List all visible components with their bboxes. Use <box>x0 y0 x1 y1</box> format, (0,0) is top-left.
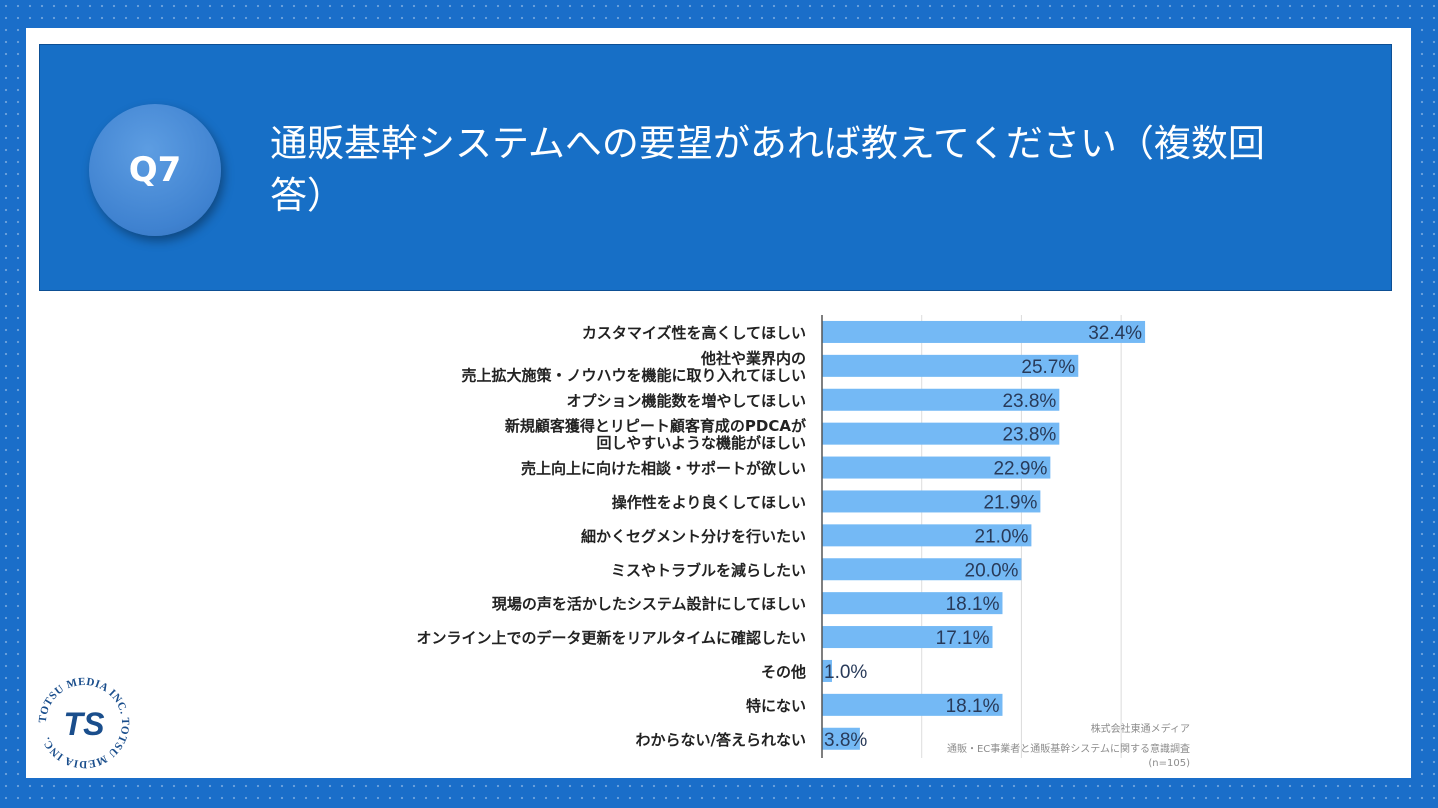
bar <box>822 320 1146 343</box>
bar <box>822 388 1060 411</box>
category-label: 現場の声を活かしたシステム設計にしてほしい <box>492 595 806 613</box>
bar <box>822 727 860 750</box>
bar <box>822 422 1060 445</box>
credit-company: 株式会社東通メディア <box>1090 724 1190 735</box>
value-label: 22.9% <box>993 459 1047 480</box>
credit-sample: (n=105) <box>1148 758 1190 769</box>
category-label: 他社や業界内の <box>700 349 806 367</box>
value-label: 21.0% <box>975 526 1029 547</box>
category-label: わからない/答えられない <box>636 731 806 749</box>
bar <box>822 490 1041 513</box>
category-label: オプション機能数を増やしてほしい <box>566 392 806 410</box>
bar <box>822 524 1032 547</box>
value-label: 21.9% <box>983 492 1037 513</box>
category-label: 売上拡大施策・ノウハウを機能に取り入れてほしい <box>461 366 806 384</box>
bar <box>822 354 1079 377</box>
credit-survey: 通販・EC事業者と通販基幹システムに関する意識調査 <box>946 744 1190 755</box>
category-label: 細かくセグメント分けを行いたい <box>581 527 806 545</box>
value-label: 23.8% <box>1002 391 1056 412</box>
totsu-media-logo: TOTSU MEDIA INC. TOTSU MEDIA INC. TS <box>37 676 131 770</box>
question-title: 通販基幹システムへの要望があれば教えてください（複数回答） <box>270 122 1265 217</box>
value-label: 17.1% <box>936 628 990 649</box>
value-label: 1.0% <box>824 662 867 683</box>
value-label: 18.1% <box>946 594 1000 615</box>
bar <box>822 456 1051 479</box>
logo-mark: TS <box>64 706 106 742</box>
category-label: 操作性をより良くしてほしい <box>612 493 806 511</box>
value-label: 20.0% <box>965 560 1019 581</box>
bar <box>822 626 993 649</box>
category-label: 回しやすいような機能がほしい <box>596 434 806 452</box>
question-banner <box>39 44 1392 291</box>
bar <box>822 592 1003 615</box>
value-label: 23.8% <box>1002 425 1056 446</box>
category-label: 新規顧客獲得とリピート顧客育成のPDCAが <box>505 417 807 435</box>
category-label: ミスやトラブルを減らしたい <box>611 561 806 579</box>
value-label: 32.4% <box>1088 323 1142 344</box>
value-label: 18.1% <box>946 696 1000 717</box>
bar <box>822 558 1022 581</box>
category-label: 特にない <box>746 697 806 715</box>
bar <box>822 693 1003 716</box>
value-label: 3.8% <box>824 730 867 751</box>
category-label: その他 <box>761 663 806 681</box>
value-label: 25.7% <box>1021 357 1075 378</box>
bar <box>822 659 832 682</box>
category-label: 売上向上に向けた相談・サポートが欲しい <box>521 460 806 478</box>
category-label: カスタマイズ性を高くしてほしい <box>582 324 806 342</box>
question-number-badge: Q7 <box>89 104 221 236</box>
category-label: オンライン上でのデータ更新をリアルタイムに確認したい <box>416 629 806 647</box>
